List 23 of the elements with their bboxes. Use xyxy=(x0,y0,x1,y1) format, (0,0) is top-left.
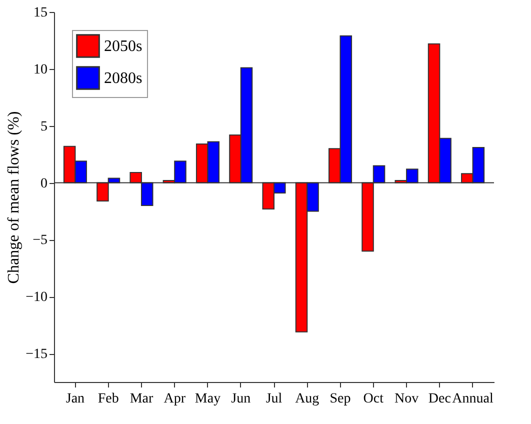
x-tick-label: Jun xyxy=(231,392,251,406)
y-tick-label: −5 xyxy=(32,233,48,248)
y-tick-label: −10 xyxy=(26,290,48,306)
y-tick-label: 10 xyxy=(34,62,48,78)
x-tick-label: Mar xyxy=(130,392,154,406)
x-tick-label: Sep xyxy=(330,392,351,406)
x-tick-label: May xyxy=(194,392,221,406)
x-tick-label: Oct xyxy=(363,392,384,406)
legend-label: 2050s xyxy=(104,38,142,55)
x-tick-label: Feb xyxy=(98,392,119,406)
x-tick-label: Apr xyxy=(164,392,186,406)
x-tick-label: Annual xyxy=(452,392,494,406)
y-tick-label: −15 xyxy=(26,347,48,362)
x-tick-label: Aug xyxy=(295,392,320,406)
y-axis-title: Change of mean flows (%) xyxy=(6,111,23,284)
y-tick-label: 5 xyxy=(40,119,48,134)
x-tick-label: Dec xyxy=(428,392,451,406)
y-tick-label: 0 xyxy=(40,176,48,192)
x-tick-label: Jul xyxy=(266,392,282,406)
legend-label: 2080s xyxy=(104,70,142,87)
x-tick-label: Nov xyxy=(394,392,419,406)
y-tick-label: 15 xyxy=(34,6,48,20)
x-tick-label: Jan xyxy=(66,392,85,406)
